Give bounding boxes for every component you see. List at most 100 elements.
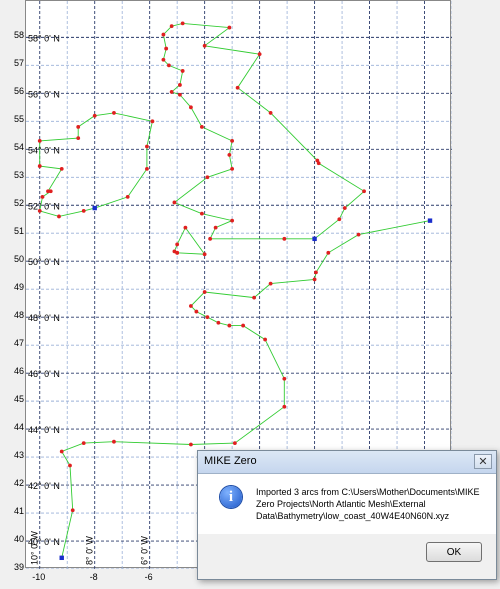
arc-node bbox=[189, 105, 193, 110]
arc-node bbox=[167, 63, 171, 68]
arc-node bbox=[145, 144, 149, 149]
arc-node bbox=[57, 214, 61, 219]
arc-node bbox=[112, 439, 116, 444]
arc-node bbox=[282, 376, 287, 381]
info-icon: i bbox=[220, 486, 242, 508]
arc-node bbox=[241, 323, 246, 328]
x-tick-label: -8 bbox=[89, 572, 98, 582]
y-tick-label: 47 bbox=[13, 338, 24, 349]
arc-node bbox=[326, 250, 331, 255]
arc-node bbox=[316, 161, 321, 166]
arc-node bbox=[164, 46, 169, 51]
arc-node bbox=[356, 232, 361, 237]
arc-endpoint bbox=[92, 205, 97, 211]
arc-node bbox=[180, 69, 185, 73]
arc-node bbox=[48, 189, 53, 194]
arc-node bbox=[208, 236, 213, 241]
arc-node bbox=[81, 441, 86, 445]
y-tick-label: 45 bbox=[13, 394, 24, 405]
arc-node bbox=[40, 194, 45, 199]
message-dialog: MIKE Zero ✕ i Imported 3 arcs from C:\Us… bbox=[197, 450, 497, 580]
arc-node bbox=[125, 194, 130, 199]
arc-node bbox=[150, 119, 155, 124]
arc-node bbox=[312, 277, 317, 282]
arc-node bbox=[37, 208, 42, 213]
grid-label-longitude: 10° 0' W bbox=[30, 531, 40, 565]
arc-node bbox=[282, 404, 287, 409]
grid-label-latitude: 46° 0' N bbox=[28, 369, 60, 379]
grid-label-latitude: 58° 0' N bbox=[28, 33, 60, 43]
arc-node bbox=[37, 139, 42, 143]
arc-node bbox=[189, 442, 193, 447]
arc-node bbox=[161, 32, 166, 37]
arc-node bbox=[183, 225, 188, 230]
arc-node bbox=[205, 175, 210, 180]
arc-node bbox=[216, 320, 221, 325]
arc-node bbox=[337, 217, 342, 222]
grid-label-latitude: 40° 0' N bbox=[28, 537, 60, 547]
arc-node bbox=[76, 136, 81, 141]
arc-node bbox=[202, 290, 207, 294]
grid-label-latitude: 42° 0' N bbox=[28, 481, 60, 491]
arc-line-2 bbox=[162, 22, 365, 240]
arc-node bbox=[199, 211, 204, 216]
grid-label-latitude: 56° 0' N bbox=[28, 89, 60, 99]
ok-button[interactable]: OK bbox=[426, 542, 482, 562]
arc-endpoint bbox=[427, 218, 433, 223]
arc-node bbox=[230, 218, 235, 223]
arc-node bbox=[169, 90, 174, 94]
y-tick-label: 54 bbox=[13, 142, 24, 153]
arc-line-4 bbox=[173, 226, 206, 255]
arc-node bbox=[227, 25, 232, 30]
arc-node bbox=[112, 111, 116, 115]
arc-node bbox=[227, 323, 232, 328]
arc-node bbox=[263, 337, 268, 342]
arc-node bbox=[46, 189, 50, 194]
arc-node bbox=[178, 83, 182, 87]
arc-node bbox=[178, 92, 182, 97]
arc-node bbox=[70, 508, 75, 513]
arc-node bbox=[227, 152, 232, 157]
y-tick-label: 56 bbox=[13, 86, 24, 97]
arc-node bbox=[194, 309, 199, 314]
y-tick-label: 50 bbox=[13, 254, 24, 265]
arc-node bbox=[205, 315, 210, 320]
grid-label-latitude: 52° 0' N bbox=[28, 201, 60, 211]
arc-node bbox=[180, 21, 185, 26]
grid-label-longitude: 6° 0' W bbox=[140, 536, 150, 565]
y-tick-label: 43 bbox=[13, 450, 24, 461]
dialog-body: i Imported 3 arcs from C:\Users\Mother\D… bbox=[198, 474, 496, 534]
grid-label-longitude: 8° 0' W bbox=[85, 536, 95, 565]
y-tick-label: 39 bbox=[13, 562, 24, 572]
arc-node bbox=[189, 304, 193, 308]
close-button[interactable]: ✕ bbox=[474, 454, 492, 469]
x-tick-label: -10 bbox=[32, 572, 46, 582]
arc-node bbox=[213, 225, 218, 230]
y-tick-label: 53 bbox=[13, 170, 24, 181]
grid-label-latitude: 50° 0' N bbox=[28, 257, 60, 267]
dialog-titlebar[interactable]: MIKE Zero ✕ bbox=[198, 451, 496, 474]
arc-node bbox=[172, 200, 177, 205]
y-tick-label: 55 bbox=[13, 114, 24, 125]
dialog-message: Imported 3 arcs from C:\Users\Mother\Doc… bbox=[256, 487, 480, 521]
arc-node bbox=[169, 24, 174, 29]
arc-endpoint bbox=[312, 236, 317, 242]
arc-endpoint bbox=[59, 555, 64, 561]
arc-node bbox=[362, 189, 366, 194]
x-tick-label: -6 bbox=[144, 572, 153, 582]
arc-node bbox=[76, 125, 81, 129]
arc-node bbox=[257, 52, 262, 57]
grid-label-latitude: 44° 0' N bbox=[28, 425, 60, 435]
y-tick-label: 51 bbox=[13, 226, 24, 237]
y-tick-label: 44 bbox=[13, 422, 24, 433]
arc-node bbox=[230, 166, 235, 171]
grid-label-latitude: 54° 0' N bbox=[28, 145, 60, 155]
arc-node bbox=[68, 463, 72, 468]
y-tick-label: 49 bbox=[13, 282, 24, 293]
arc-node bbox=[282, 236, 287, 241]
arc-node bbox=[232, 441, 237, 445]
arc-node bbox=[342, 206, 347, 210]
grid-label-latitude: 48° 0' N bbox=[28, 313, 60, 323]
arc-node bbox=[230, 139, 235, 143]
arc-node bbox=[268, 281, 273, 286]
